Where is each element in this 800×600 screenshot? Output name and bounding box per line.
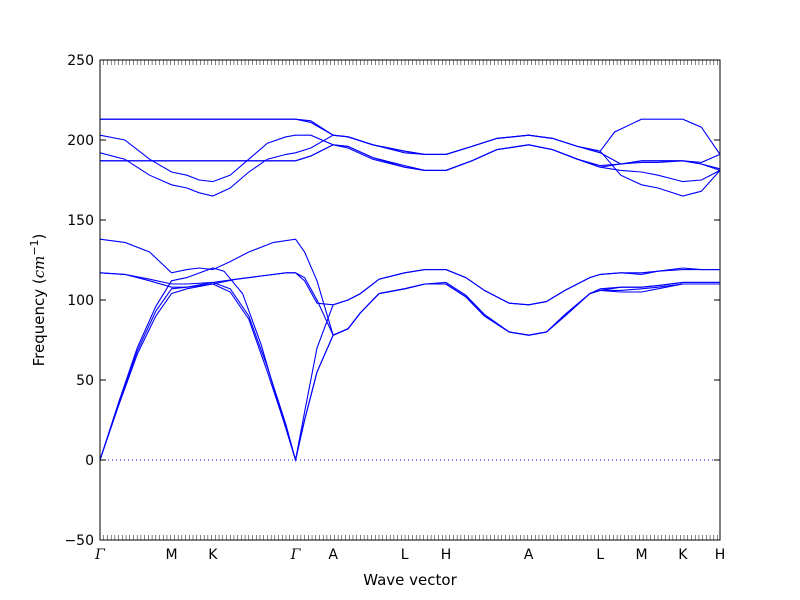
band-lines [99,118,721,463]
band-line-9 [99,134,721,183]
y-tick-label: 200 [67,133,94,149]
band-line-8 [100,144,721,171]
y-tick-label: 250 [67,53,94,69]
y-tick-label: 0 [85,453,94,469]
x-tick-label: A [524,547,534,563]
x-tick-label: M [166,547,178,563]
y-axis-label: Frequency (cm−1) [28,234,48,367]
x-tick-label: A [328,547,338,563]
axis-ticks [99,59,720,541]
y-tick-label: 50 [76,373,94,389]
band-line-11 [100,118,721,155]
x-tick-label: L [596,547,604,563]
x-tick-label: K [678,547,688,563]
y-tick-label: 100 [67,293,94,309]
band-line-6 [99,238,720,336]
band-line-4 [99,272,720,336]
band-line-1 [99,283,720,463]
band-line-5 [99,269,720,306]
x-tick-label: M [635,547,647,563]
x-tick-label: L [401,547,409,563]
band-line-2 [99,281,720,461]
x-tick-label: H [715,547,726,563]
y-tick-label: −50 [64,533,94,549]
y-tick-label: 150 [67,213,94,229]
x-tick-label: Γ [290,547,302,563]
y-axis-label-prefix: Frequency ( [30,278,48,366]
x-tick-label: H [441,547,452,563]
y-axis-label-exponent: −1 [28,239,41,255]
y-axis-label-suffix: ) [30,234,48,240]
band-line-3 [99,267,720,461]
y-axis-label-unit: cm [30,256,48,279]
tick-labels: −50 0 50 100 150 200 250 Γ M K Γ A L H A L M K H [64,53,725,563]
x-tick-label: K [208,547,218,563]
band-line-10 [99,134,721,197]
plot-frame [99,59,721,541]
x-tick-label: Γ [94,547,106,563]
x-axis-label: Wave vector [363,571,457,589]
band-line-12 [100,118,721,165]
